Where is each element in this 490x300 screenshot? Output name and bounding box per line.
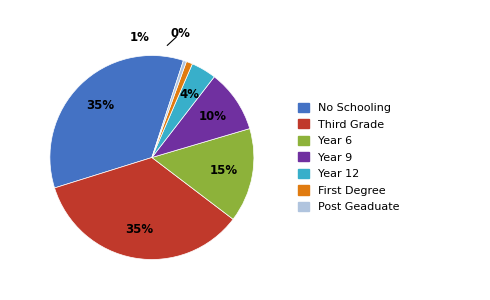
Text: 35%: 35% [125,223,153,236]
Wedge shape [152,61,186,158]
Text: 0%: 0% [171,27,191,40]
Wedge shape [152,77,250,158]
Wedge shape [152,64,214,158]
Text: 4%: 4% [179,88,199,101]
Wedge shape [152,129,254,219]
Wedge shape [50,56,183,188]
Text: 1%: 1% [130,31,149,44]
Text: 15%: 15% [210,164,238,177]
Text: 10%: 10% [198,110,226,122]
Wedge shape [152,61,193,158]
Wedge shape [54,158,233,260]
Legend: No Schooling, Third Grade, Year 6, Year 9, Year 12, First Degree, Post Geaduate: No Schooling, Third Grade, Year 6, Year … [298,103,399,212]
Text: 35%: 35% [86,99,114,112]
